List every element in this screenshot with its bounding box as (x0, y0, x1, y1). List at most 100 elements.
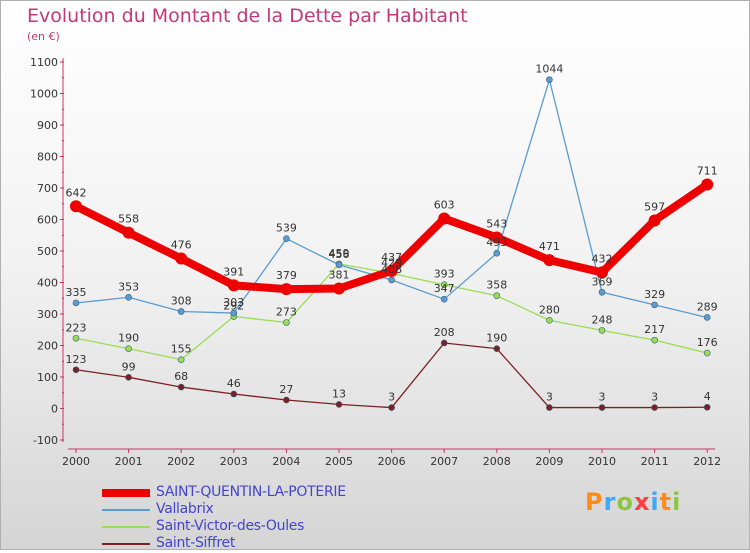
data-label: 273 (276, 306, 297, 319)
data-point (388, 276, 395, 284)
data-point (177, 356, 185, 363)
data-point (438, 212, 451, 225)
x-tick-label: 2004 (272, 455, 300, 468)
data-label: 539 (276, 222, 297, 235)
proxiti-logo: Proxiti (585, 488, 682, 516)
y-tick-label: 800 (37, 151, 58, 164)
data-label: 13 (332, 387, 346, 400)
data-label: 597 (644, 200, 665, 213)
data-label: 68 (174, 370, 188, 383)
data-point (283, 319, 290, 326)
data-point (385, 264, 398, 277)
data-point (70, 200, 82, 213)
y-tick-label: 300 (37, 308, 58, 321)
data-point (283, 235, 290, 243)
data-point (72, 366, 80, 374)
data-label: 335 (66, 286, 87, 299)
data-point (703, 314, 711, 321)
data-label: 99 (122, 360, 136, 373)
x-axis: 2000 2001 2002 2003 2004 2005 2006 2007 2008 2009… (62, 448, 721, 468)
data-label: 46 (227, 377, 241, 390)
y-tick-label: 1000 (30, 88, 58, 101)
data-point (546, 76, 553, 83)
data-label: 3 (651, 391, 658, 404)
data-point (546, 316, 553, 324)
data-label: 391 (223, 265, 244, 278)
y-tick-label: 700 (37, 182, 58, 195)
data-point (335, 261, 343, 269)
x-tick-label: 2006 (378, 455, 406, 468)
data-point (230, 390, 238, 398)
legend-swatch-saint-siffret (102, 543, 150, 545)
data-label: 3 (388, 391, 395, 404)
y-tick-label: 600 (37, 214, 58, 227)
data-label: 308 (171, 294, 192, 307)
data-point (493, 249, 501, 257)
y-tick-label: 100 (37, 371, 58, 384)
x-tick-label: 2009 (535, 455, 563, 468)
data-point (72, 299, 80, 307)
data-point (598, 288, 606, 296)
data-label: 408 (381, 263, 402, 276)
data-label: 176 (697, 336, 718, 349)
data-point (333, 282, 345, 295)
data-label: 3 (546, 391, 553, 404)
data-point (280, 283, 293, 296)
data-label: 347 (434, 282, 455, 295)
data-label: 123 (66, 353, 87, 366)
x-tick-label: 2011 (641, 455, 669, 468)
x-tick-label: 2000 (62, 455, 90, 468)
data-label: 329 (644, 288, 665, 301)
data-point (651, 301, 658, 309)
data-label: 3 (599, 391, 606, 404)
x-tick-label: 2002 (167, 455, 195, 468)
data-point (493, 345, 501, 352)
data-point (177, 383, 185, 391)
data-point (122, 226, 135, 239)
legend-swatch-vallabrix (102, 509, 150, 511)
y-tick-label: 200 (37, 340, 58, 353)
data-point (648, 214, 661, 227)
data-label: 711 (697, 165, 718, 178)
data-point (440, 339, 448, 347)
legend-swatch-saint-quentin (102, 489, 150, 497)
data-point (701, 178, 714, 191)
legend-swatch-saint-victor (102, 526, 150, 528)
data-point (440, 281, 448, 289)
data-label: 381 (329, 268, 350, 281)
data-label: 353 (118, 280, 139, 293)
data-label: 280 (539, 303, 560, 316)
x-tick-label: 2003 (220, 455, 248, 468)
data-point (388, 404, 395, 411)
x-tick-label: 2010 (588, 455, 616, 468)
data-label: 369 (592, 275, 613, 288)
data-point (596, 266, 608, 279)
data-label: 456 (329, 248, 350, 261)
data-point (335, 401, 343, 408)
data-point (490, 231, 503, 244)
data-point (651, 404, 658, 411)
y-tick-label: 1100 (30, 56, 58, 69)
legend-label-saint-victor: Saint-Victor-des-Oules (156, 518, 305, 534)
y-tick-label: -100 (33, 434, 58, 447)
y-tick-label: 500 (37, 245, 58, 258)
y-axis: -100 0 100 200 300 400 500 600 700 800 900 1000 1100 (30, 56, 64, 447)
data-label: 1044 (535, 63, 563, 76)
data-point (175, 252, 188, 265)
data-label: 4 (704, 390, 711, 403)
y-tick-label: 0 (51, 403, 58, 416)
data-label: 292 (223, 300, 244, 313)
data-label: 289 (697, 300, 718, 313)
data-point (72, 334, 80, 342)
data-label: 155 (171, 343, 192, 356)
data-point (703, 403, 711, 411)
data-point (227, 279, 240, 292)
data-point (493, 292, 501, 300)
data-point (125, 345, 132, 352)
data-label: 190 (486, 332, 507, 345)
data-label: 358 (486, 279, 507, 292)
data-label: 190 (118, 332, 139, 345)
legend-label-saint-siffret: Saint-Siffret (156, 535, 236, 551)
